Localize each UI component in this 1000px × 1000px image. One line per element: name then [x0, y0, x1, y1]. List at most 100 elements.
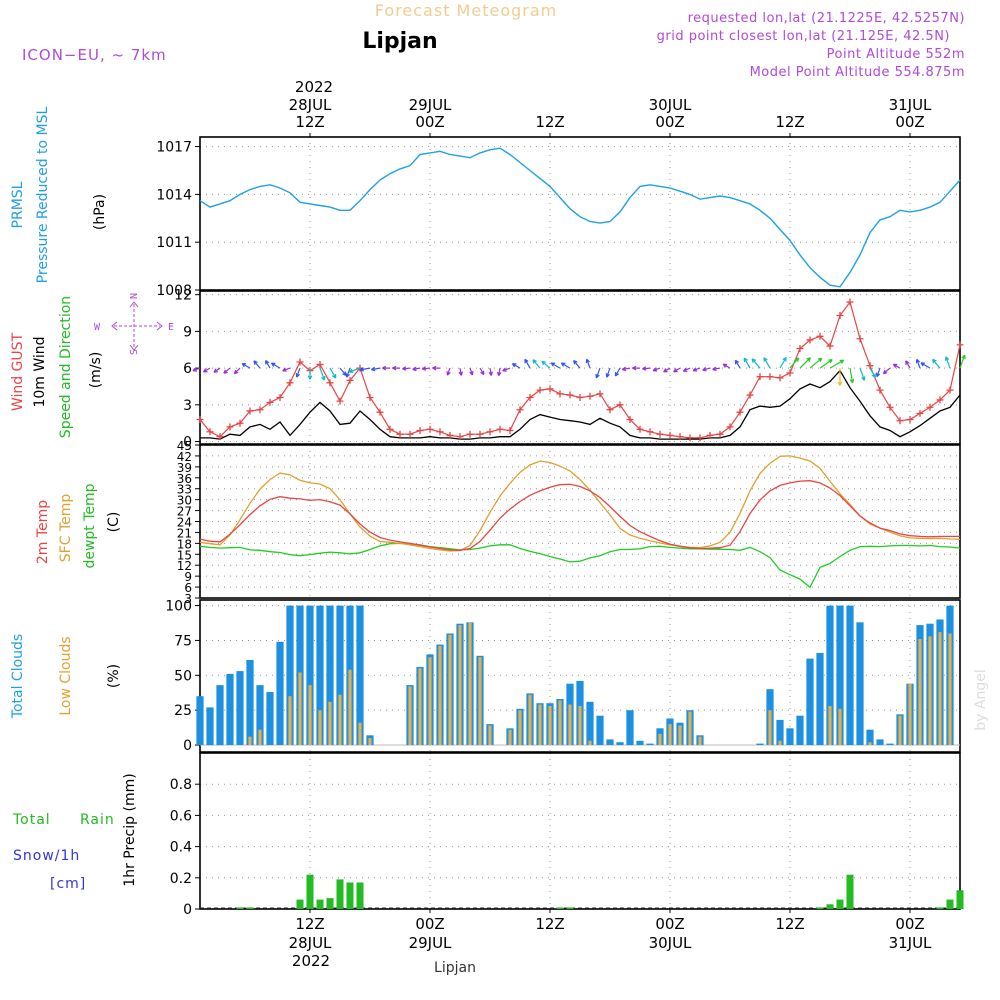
wind-direction-arrow	[585, 358, 591, 369]
wind-direction-arrow	[329, 367, 337, 379]
temp-label-unit: (C)	[106, 512, 122, 533]
gust-point	[326, 379, 334, 387]
cloud-label-low: Low Clouds	[58, 636, 74, 715]
top-date-label: 30JUL	[649, 96, 692, 114]
wind-direction-arrow	[614, 367, 621, 377]
wind-direction-arrow	[345, 367, 351, 378]
total-cloud-bar	[326, 605, 334, 745]
gust-point	[486, 428, 494, 436]
wind-direction-arrow	[595, 367, 601, 379]
gust-point	[276, 393, 284, 401]
wind-direction-arrow	[497, 367, 502, 377]
gust-point	[296, 358, 304, 366]
total-cloud-bar	[336, 605, 344, 745]
low-cloud-bar	[938, 632, 942, 746]
gust-point	[466, 430, 474, 438]
low-cloud-bar	[928, 636, 932, 746]
wind-direction-arrow	[382, 365, 390, 371]
gust-point	[236, 419, 244, 427]
wind-direction-arrow	[621, 366, 631, 372]
panel-frame	[199, 444, 961, 599]
total-cloud-bar	[816, 653, 824, 745]
cloud-label-total: Total Clouds	[10, 634, 26, 719]
gust-point	[396, 430, 404, 438]
rain-bar	[356, 882, 364, 909]
ytick-label: 0	[183, 902, 192, 918]
total-cloud-bar	[616, 742, 624, 745]
wind-direction-arrow	[319, 367, 326, 381]
rain-bar	[566, 907, 574, 909]
total-cloud-bar	[226, 673, 234, 745]
compass-n: N	[129, 293, 140, 299]
temp-label-2m: 2m Temp	[35, 500, 51, 564]
top-year: 2022	[295, 78, 333, 96]
wind-direction-arrow	[663, 367, 671, 373]
bottom-hour-label: 00Z	[415, 915, 444, 933]
panel-frame	[199, 136, 961, 291]
wind-direction-arrow	[446, 367, 451, 376]
gust-point	[866, 362, 874, 370]
low-cloud-bar	[348, 669, 352, 745]
wind-direction-arrow	[849, 367, 855, 384]
rain-bar	[336, 879, 344, 909]
wind-direction-arrow	[573, 359, 581, 369]
low-cloud-bar	[328, 701, 332, 745]
low-cloud-bar	[338, 694, 342, 745]
gust-point	[666, 431, 674, 439]
top-hour-label: 00Z	[415, 113, 444, 131]
low-cloud-bar	[678, 725, 682, 745]
bottom-year: 2022	[292, 952, 330, 970]
gust-point	[516, 406, 524, 414]
gust-point	[786, 369, 794, 377]
low-cloud-bar	[768, 710, 772, 746]
gust-point	[456, 433, 464, 441]
ytick-label: 100	[165, 599, 192, 615]
wind-direction-arrow	[763, 357, 771, 369]
low-cloud-bar	[558, 700, 562, 745]
wind-direction-arrow	[892, 363, 901, 369]
low-cloud-bar	[258, 729, 262, 745]
ytick-label: 3	[184, 592, 192, 606]
wind-direction-arrow	[412, 366, 421, 372]
wind-direction-arrow	[550, 362, 561, 369]
gust-point	[426, 425, 434, 433]
ytick-label: 0.6	[170, 808, 192, 824]
gust-point	[316, 360, 324, 368]
wind-direction-arrow	[605, 367, 611, 378]
top-hour-label: 12Z	[535, 113, 564, 131]
wind-direction-arrow	[253, 360, 261, 369]
gust-point	[536, 386, 544, 394]
gust-point	[716, 430, 724, 438]
precip-label-unit: 1hr Precip (mm)	[122, 773, 138, 886]
total-cloud-bar	[266, 692, 274, 745]
wind-direction-arrow	[213, 367, 221, 373]
wind-direction-arrow	[524, 358, 531, 369]
wind-direction-arrow	[932, 358, 941, 369]
wind-direction-arrow	[233, 367, 241, 375]
gust-point	[586, 392, 594, 400]
wind-direction-arrow	[809, 357, 823, 369]
gust-point	[566, 391, 574, 399]
wind-direction-arrow	[488, 367, 493, 376]
ytick-label: 75	[174, 633, 192, 649]
ytick-label: 39	[177, 461, 192, 475]
bottom-date-label: 28JUL	[289, 934, 332, 952]
wind-direction-arrow	[469, 367, 474, 376]
bottom-hour-label: 12Z	[295, 915, 324, 933]
gust-point	[736, 408, 744, 416]
low-cloud-bar	[458, 625, 462, 745]
pressure-line	[199, 147, 961, 288]
bottom-hour-label: 00Z	[655, 915, 684, 933]
ytick-label: 45	[177, 439, 192, 453]
wind-direction-arrow	[339, 367, 347, 376]
bottom-hour-label: 12Z	[535, 915, 564, 933]
low-cloud-bar	[508, 729, 512, 745]
gust-point	[706, 431, 714, 439]
pressure-label-msl: Pressure Reduced to MSL	[35, 106, 51, 283]
rain-bar	[246, 907, 254, 909]
cloud-label-unit: (%)	[106, 664, 122, 688]
top-date-label: 31JUL	[889, 96, 932, 114]
low-cloud-bar	[438, 646, 442, 745]
low-cloud-bar	[428, 657, 432, 746]
rain-bar	[296, 899, 304, 909]
